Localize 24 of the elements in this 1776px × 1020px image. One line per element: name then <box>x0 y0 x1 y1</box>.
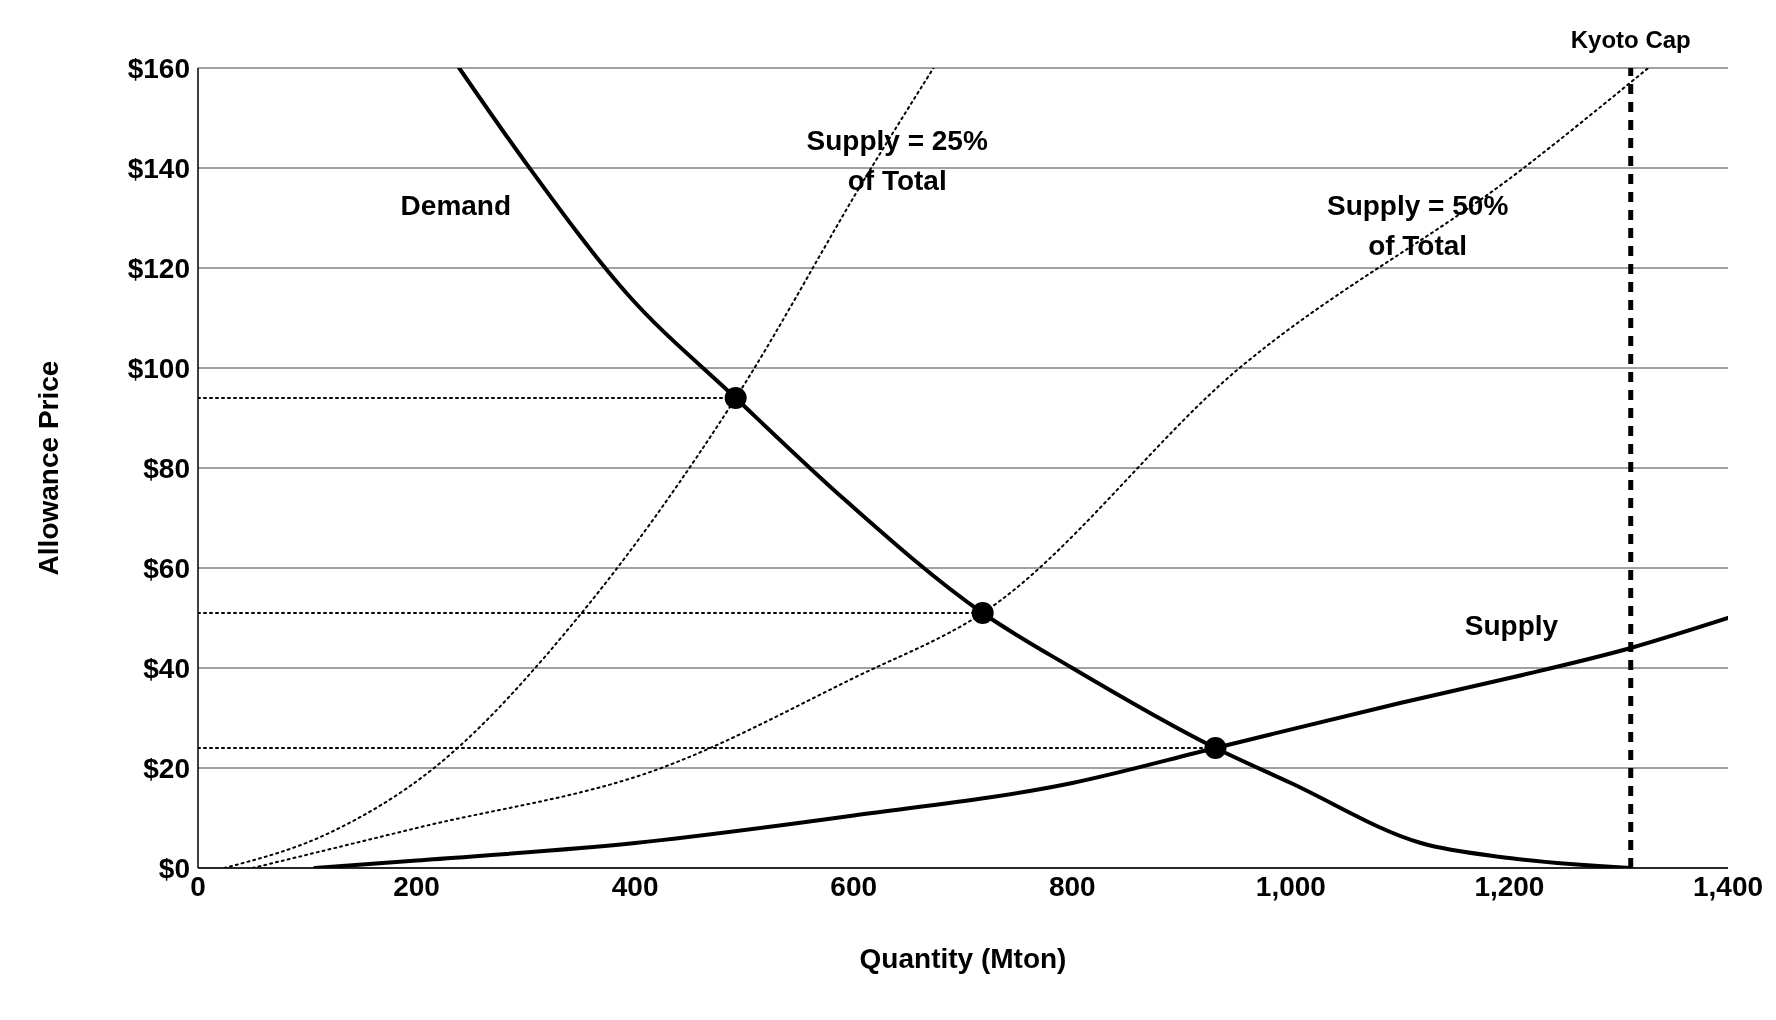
y-tick-label: $140 <box>127 152 190 184</box>
x-tick-label: 0 <box>190 870 206 902</box>
series-label: Supply = 25% of Total <box>806 125 988 197</box>
ref-line-label: Kyoto Cap <box>1570 26 1691 53</box>
y-tick-label: $20 <box>143 752 190 784</box>
y-tick-label: $100 <box>127 352 190 384</box>
x-tick-label: 800 <box>1048 870 1096 902</box>
y-tick-label: $60 <box>143 552 190 584</box>
series-label: Supply <box>1464 610 1559 642</box>
x-tick-label: 1,200 <box>1474 870 1545 902</box>
y-tick-label: $120 <box>127 252 190 284</box>
y-tick-label: $0 <box>158 852 190 884</box>
series-label: Demand <box>400 190 512 222</box>
x-axis-title: Quantity (Mton) <box>859 943 1067 974</box>
y-tick-label: $40 <box>143 652 190 684</box>
y-tick-label: $160 <box>127 52 190 84</box>
series-label: Supply = 50% of Total <box>1326 190 1509 262</box>
y-axis-title: Allowance Price <box>32 360 64 576</box>
x-tick-label: 1,000 <box>1255 870 1326 902</box>
x-tick-label: 1,400 <box>1692 870 1764 902</box>
x-tick-label: 400 <box>611 870 659 902</box>
y-tick-label: $80 <box>143 452 190 484</box>
x-tick-label: 600 <box>830 870 878 902</box>
x-tick-label: 200 <box>393 870 440 902</box>
